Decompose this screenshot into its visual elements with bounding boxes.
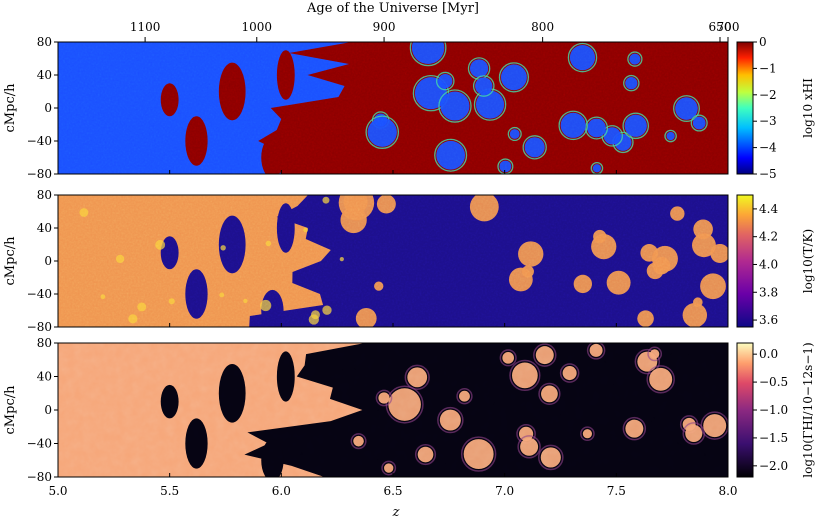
colorbar-tick-label: 3.8 xyxy=(759,285,778,299)
y-tick-label: −40 xyxy=(27,437,52,451)
colorbar-tick-label: −1.0 xyxy=(759,403,788,417)
colorbar-xHI xyxy=(736,41,754,175)
texture-overlay xyxy=(58,42,728,174)
colorbar-tick-label: 4.0 xyxy=(759,257,778,271)
y-tick-label: −80 xyxy=(27,167,52,181)
colorbar-tick-label: 3.6 xyxy=(759,313,778,327)
y-tick-label: 40 xyxy=(37,68,52,82)
colorbar-tick-label: −0.5 xyxy=(759,375,788,389)
colorbar-tick-label: −3 xyxy=(759,114,777,128)
top-axis-title: Age of the Universe [Myr] xyxy=(306,1,479,16)
y-tick-label: −40 xyxy=(27,134,52,148)
x-tick-label: 6.0 xyxy=(272,484,291,498)
colorbar-tick-label: 4.4 xyxy=(759,202,778,216)
y-tick-label: −80 xyxy=(27,470,52,484)
texture-overlay xyxy=(58,343,728,477)
y-axis-ticks: 80 40 0 −40 −80 cMpc/h 80 40 0 −40 −80 cMpc/h 80 40 0 −… xyxy=(3,35,58,484)
texture-overlay xyxy=(58,195,728,327)
x-axis-title: z xyxy=(392,505,400,520)
colorbar-tick-label: −2 xyxy=(759,88,777,102)
y-axis-title: cMpc/h xyxy=(3,236,18,286)
x-tick-label: 5.5 xyxy=(160,484,179,498)
x-axis-ticks: 5.0 5.5 6.0 6.5 7.0 7.5 8.0 xyxy=(48,170,738,498)
top-tick-label: 650 xyxy=(709,20,732,34)
y-axis-title: cMpc/h xyxy=(3,83,18,133)
top-tick-label: 1100 xyxy=(130,20,161,34)
colorbars: 0 −1 −2 −3 −4 −5 log10 xHI 4.4 4.2 4.0 3.8 3.6 log10… xyxy=(736,35,815,478)
colorbar-Gamma xyxy=(736,342,754,478)
y-tick-label: −40 xyxy=(27,287,52,301)
panel-temperature xyxy=(58,195,728,327)
y-tick-label: 0 xyxy=(44,403,52,417)
x-tick-label: 7.5 xyxy=(607,484,626,498)
y-tick-label: 0 xyxy=(44,254,52,268)
top-tick-label: 800 xyxy=(531,20,554,34)
colorbar-tick-label: −1 xyxy=(759,61,777,75)
colorbar-tick-label: 0.0 xyxy=(759,347,778,361)
y-tick-label: 80 xyxy=(37,336,52,350)
colorbar-tick-label: −4 xyxy=(759,141,777,155)
colorbar-tick-label: 0 xyxy=(759,35,767,49)
y-tick-label: 40 xyxy=(37,221,52,235)
y-axis-title: cMpc/h xyxy=(3,385,18,435)
colorbar-label-Gamma: log10(ΓHI/10−12s−1) xyxy=(801,342,815,477)
colorbar-label-T: log10(T/K) xyxy=(801,229,815,293)
y-tick-label: 0 xyxy=(44,101,52,115)
colorbar-tick-label: −2.0 xyxy=(759,459,788,473)
top-tick-label: 1000 xyxy=(241,20,272,34)
panel-photoionization-rate xyxy=(58,343,728,477)
colorbar-label-xHI: log10 xHI xyxy=(801,78,815,138)
x-tick-label: 6.5 xyxy=(383,484,402,498)
colorbar-tick-label: −5 xyxy=(759,167,777,181)
colorbar-T xyxy=(736,194,754,328)
colorbar-tick-label: 4.2 xyxy=(759,230,778,244)
y-tick-label: 80 xyxy=(37,188,52,202)
y-tick-label: 80 xyxy=(37,35,52,49)
y-tick-label: −80 xyxy=(27,320,52,334)
x-tick-label: 7.0 xyxy=(495,484,514,498)
panel-neutral-fraction xyxy=(58,42,728,174)
top-tick-label: 700 xyxy=(717,20,740,34)
top-tick-label: 900 xyxy=(373,20,396,34)
y-tick-label: 40 xyxy=(37,370,52,384)
colorbar-tick-label: −1.5 xyxy=(759,431,788,445)
x-tick-label: 5.0 xyxy=(48,484,67,498)
x-tick-label: 8.0 xyxy=(718,484,737,498)
